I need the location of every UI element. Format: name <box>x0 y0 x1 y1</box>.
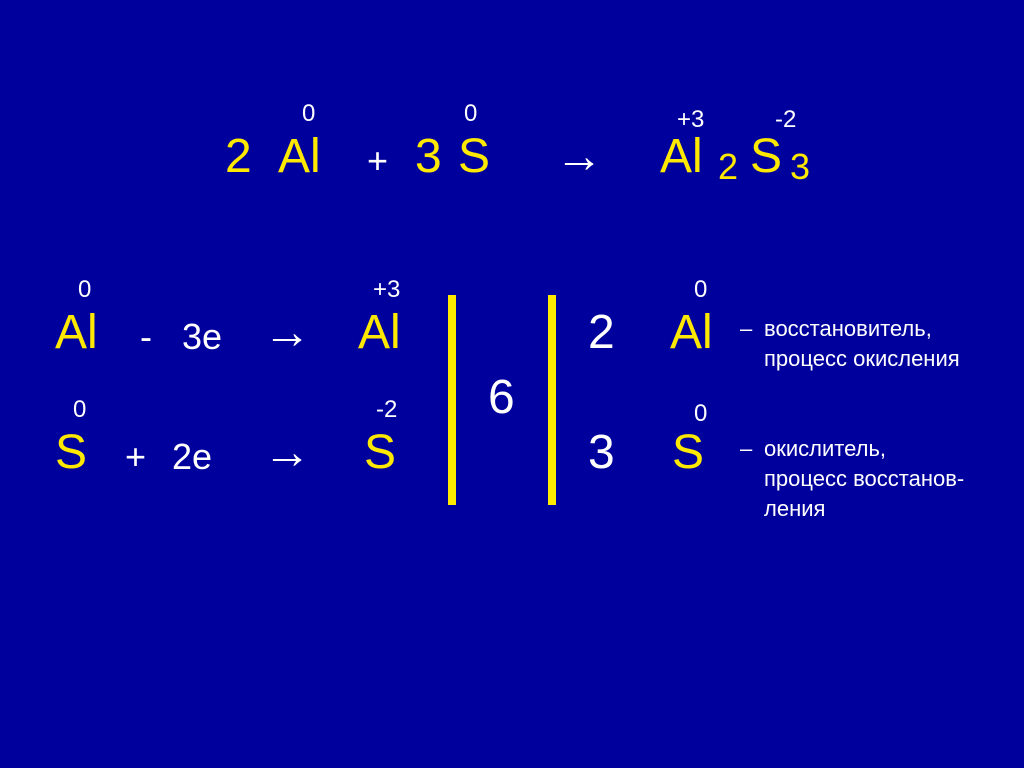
eq-prod-sub1: 2 <box>718 146 738 188</box>
eq-prod-sub2: 3 <box>790 146 810 188</box>
legend-desc2b: процесс восстанов- <box>764 466 964 492</box>
half1-elem-r: Al <box>358 305 401 360</box>
balance-mult1: 2 <box>588 305 615 360</box>
half1-ox-r: +3 <box>373 276 400 304</box>
legend-ox2: 0 <box>694 400 707 428</box>
eq-elem1: Al <box>278 129 321 184</box>
balance-mult2: 3 <box>588 425 615 480</box>
balance-bar-1 <box>448 295 456 505</box>
eq-elem2: S <box>458 129 490 184</box>
eq-coef1: 2 <box>225 129 252 184</box>
half2-plus: + <box>125 436 146 478</box>
eq-ox1: 0 <box>302 100 315 128</box>
legend-dash2: – <box>740 436 752 462</box>
half2-ox-r: -2 <box>376 396 397 424</box>
legend-desc1a: восстановитель, <box>764 316 932 342</box>
legend-el2: S <box>672 425 704 480</box>
legend-el1: Al <box>670 305 713 360</box>
half1-e: 3e <box>182 316 222 358</box>
half1-minus: - <box>140 316 152 358</box>
half2-arrow: → <box>263 425 311 480</box>
eq-arrow: → <box>555 129 603 184</box>
half1-arrow: → <box>263 305 311 360</box>
legend-ox1: 0 <box>694 276 707 304</box>
half1-elem-l: Al <box>55 305 98 360</box>
half2-elem-l: S <box>55 425 87 480</box>
legend-desc1b: процесс окисления <box>764 346 960 372</box>
half2-e: 2e <box>172 436 212 478</box>
eq-coef2: 3 <box>415 129 442 184</box>
eq-prod-el1: Al <box>660 129 703 184</box>
eq-prod-el2: S <box>750 129 782 184</box>
eq-plus: + <box>367 140 388 182</box>
eq-ox2: 0 <box>464 100 477 128</box>
balance-bar-2 <box>548 295 556 505</box>
half2-ox-l: 0 <box>73 396 86 424</box>
half1-ox-l: 0 <box>78 276 91 304</box>
legend-dash1: – <box>740 316 752 342</box>
legend-desc2c: ления <box>764 496 825 522</box>
half2-elem-r: S <box>364 425 396 480</box>
legend-desc2a: окислитель, <box>764 436 886 462</box>
balance-lcm: 6 <box>488 370 515 425</box>
